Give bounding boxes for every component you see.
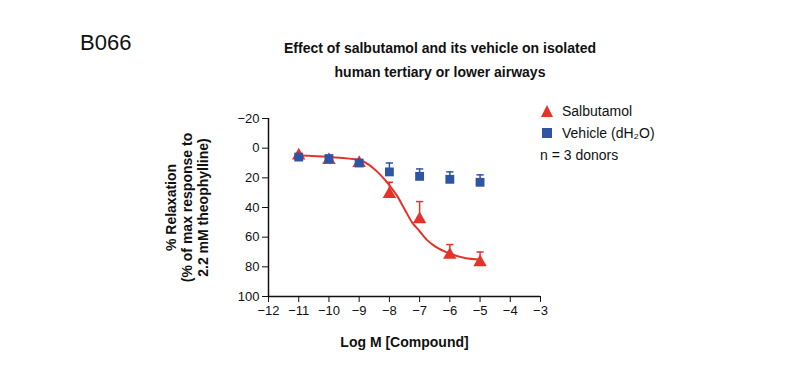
- svg-text:% Relaxation(% of max response: % Relaxation(% of max response to2.2 mM …: [163, 133, 211, 282]
- html-text:Effect of salbutamol and its v: Effect of salbutamol and its vehicle on …: [284, 40, 596, 80]
- svg-text:80: 80: [245, 259, 259, 274]
- svg-text:60: 60: [245, 229, 259, 244]
- svg-text:−10: −10: [318, 303, 340, 318]
- svg-text:−8: −8: [382, 303, 397, 318]
- svg-text:−11: −11: [288, 303, 309, 318]
- html-text:n = 3 donors: n = 3 donors: [540, 147, 619, 163]
- html-text:Salbutamol: Salbutamol: [562, 103, 632, 119]
- svg-text:−4: −4: [503, 303, 518, 318]
- svg-text:20: 20: [245, 170, 259, 185]
- svg-text:−3: −3: [533, 303, 548, 318]
- svg-text:−7: −7: [412, 303, 427, 318]
- svg-text:40: 40: [245, 200, 259, 215]
- svg-text:−12: −12: [257, 303, 279, 318]
- svg-text:Log M [Compound]: Log M [Compound]: [340, 334, 468, 350]
- svg-text:100: 100: [238, 289, 260, 304]
- html-text:B066: B066: [80, 30, 132, 55]
- svg-text:0: 0: [252, 140, 259, 155]
- svg-text:−20: −20: [237, 111, 259, 126]
- svg-text:−9: −9: [352, 303, 367, 318]
- svg-text:−6: −6: [442, 303, 457, 318]
- html-text:Vehicle (dH₂O): Vehicle (dH₂O): [562, 125, 655, 141]
- svg-text:−5: −5: [473, 303, 488, 318]
